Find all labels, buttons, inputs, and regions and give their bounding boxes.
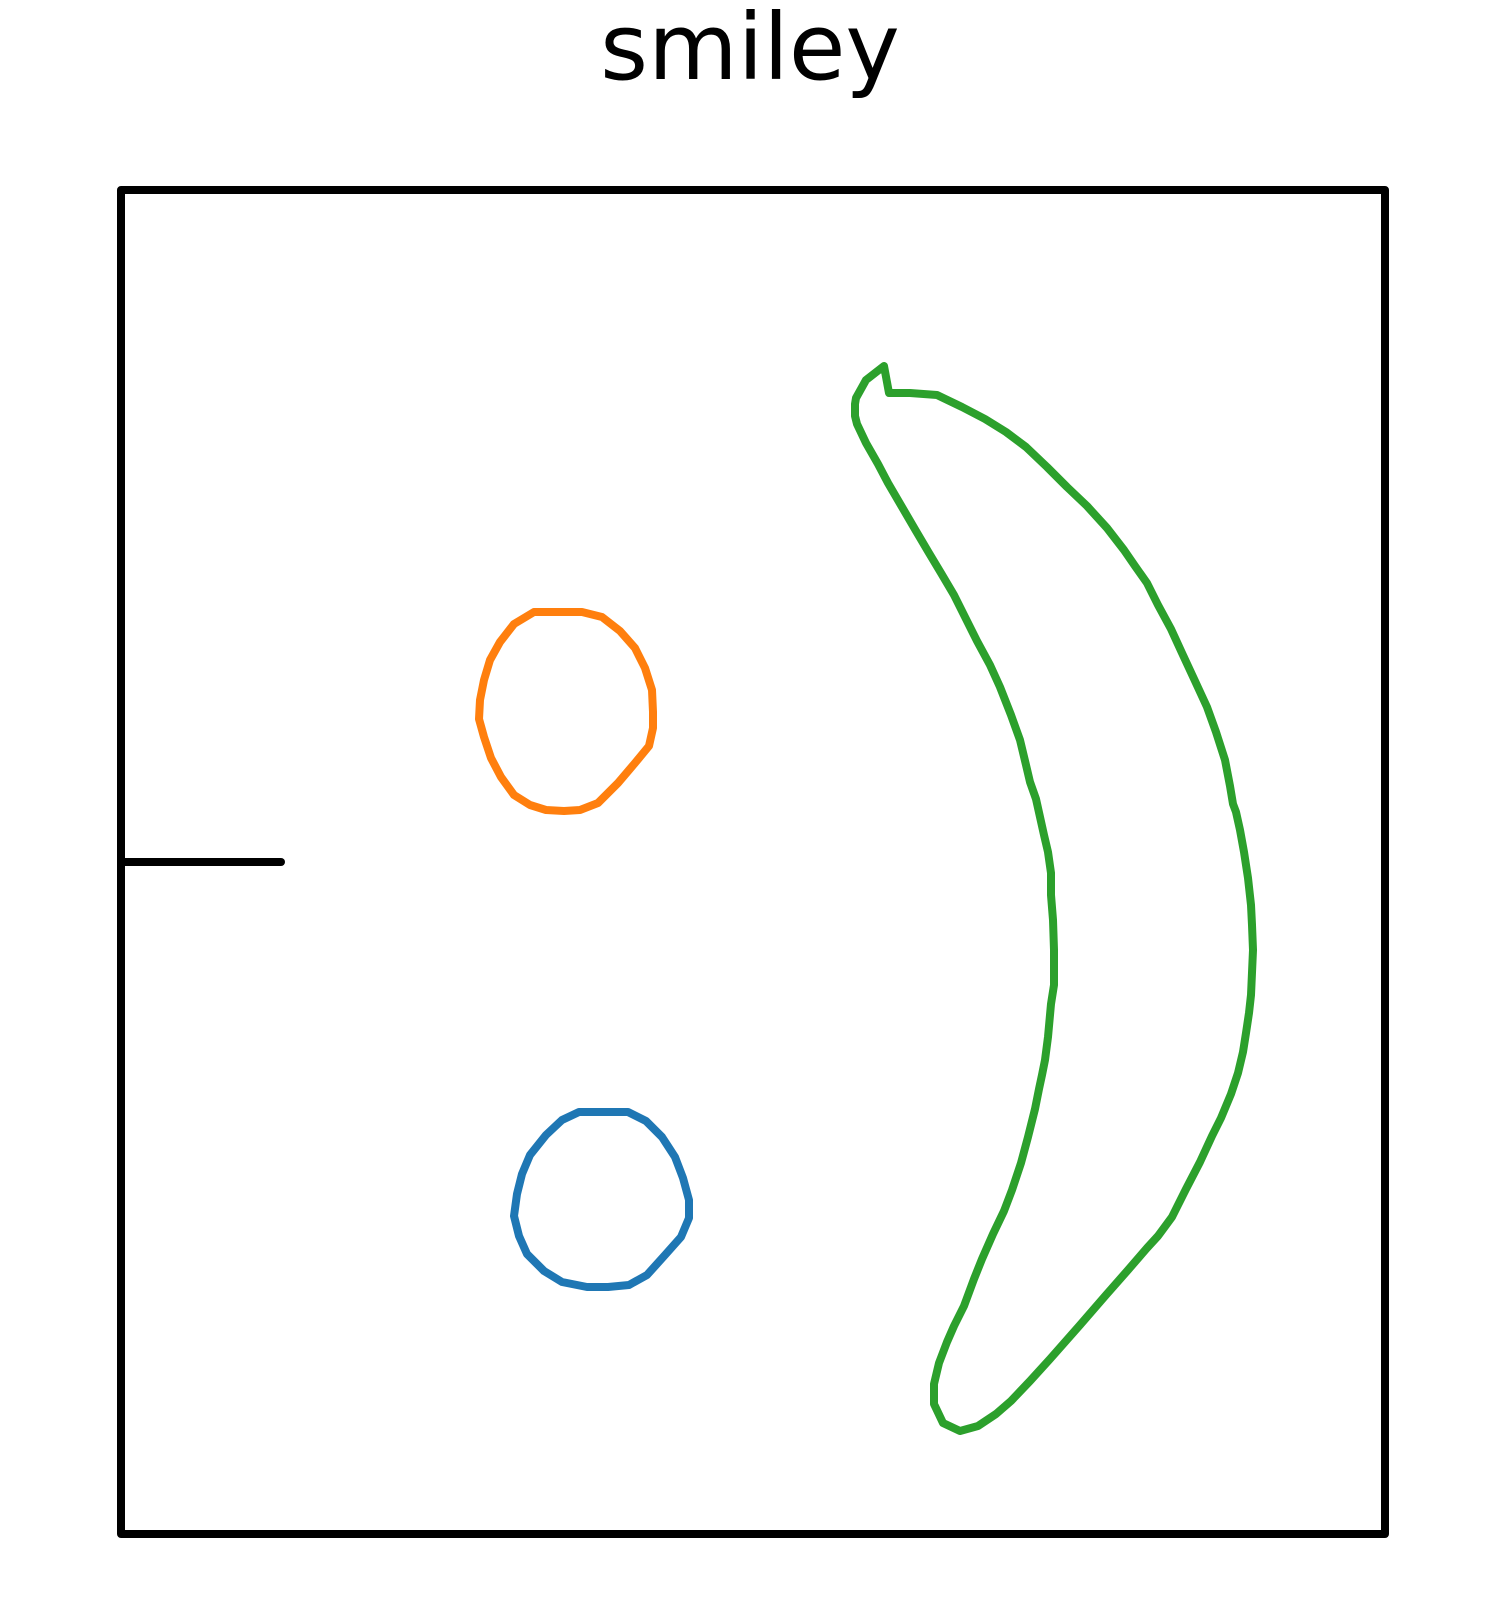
frame-square [117,186,1389,1538]
top-eye-outline [475,608,657,815]
figure-title: smiley [600,0,900,101]
mouth-outline [851,362,1257,1435]
bottom-eye-outline [510,1108,693,1291]
